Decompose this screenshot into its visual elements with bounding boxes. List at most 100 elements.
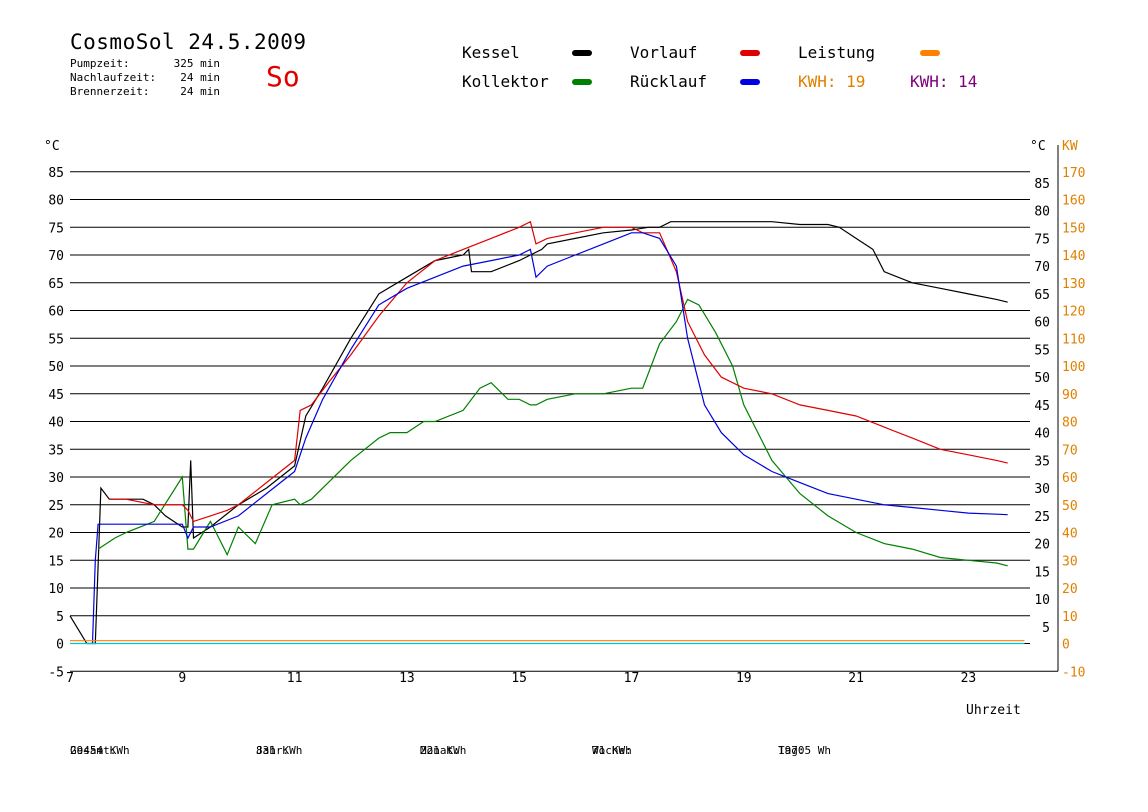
series-kessel-line bbox=[69, 221, 1008, 645]
legend-vorlauf-swatch bbox=[740, 50, 760, 56]
y-tick-label-right-temp: 45 bbox=[1034, 399, 1050, 414]
footer-label: Woche: bbox=[592, 744, 632, 757]
stat-label: Nachlaufzeit: bbox=[70, 71, 157, 84]
y-tick-label-left: 10 bbox=[48, 582, 64, 597]
x-tick-label: 7 bbox=[66, 671, 74, 686]
y-tick-label-right-power: 170 bbox=[1062, 166, 1085, 181]
legend-leistung: Leistung bbox=[798, 43, 876, 62]
stat-value: 24 min bbox=[180, 85, 220, 98]
kwh2-value: 14 bbox=[958, 72, 978, 91]
footer-value: 71 KWh bbox=[592, 744, 632, 757]
y-tick-label-right-power: 50 bbox=[1062, 499, 1078, 514]
x-tick-label: 21 bbox=[848, 671, 864, 686]
y-tick-label-right-power: 130 bbox=[1062, 277, 1085, 292]
y-tick-label-right-temp: 30 bbox=[1034, 482, 1050, 497]
y-tick-label-left: 55 bbox=[48, 332, 64, 347]
footer-label: Gesamt: bbox=[70, 744, 117, 757]
x-axis-label: Uhrzeit bbox=[966, 703, 1021, 718]
legend-kessel-swatch bbox=[572, 50, 592, 56]
y-tick-label-left: 70 bbox=[48, 249, 64, 264]
y-tick-label-right-power: 30 bbox=[1062, 554, 1078, 569]
legend-kollektor-swatch bbox=[572, 79, 592, 85]
y-tick-label-right-power: 110 bbox=[1062, 332, 1085, 347]
weekday-label: So bbox=[266, 60, 300, 93]
y-tick-label-right-power: 150 bbox=[1062, 221, 1085, 236]
stat-brennerzeit: Brennerzeit: 24 min bbox=[70, 85, 220, 99]
y-tick-label-right-power: 160 bbox=[1062, 194, 1085, 209]
y-tick-label-right-power: 80 bbox=[1062, 416, 1078, 431]
y-tick-label-left: 50 bbox=[48, 360, 64, 375]
legend-vorlauf: Vorlauf bbox=[630, 43, 698, 62]
kwh2-label: KWH: bbox=[910, 72, 949, 91]
y-tick-label-right-power: 90 bbox=[1062, 388, 1078, 403]
x-tick-label: 19 bbox=[736, 671, 752, 686]
y-tick-label-right-temp: 10 bbox=[1034, 593, 1050, 608]
stat-nachlaufzeit: Nachlaufzeit: 24 min bbox=[70, 71, 220, 85]
y-tick-label-left: 15 bbox=[48, 554, 64, 569]
y-tick-label-left: 5 bbox=[56, 610, 64, 625]
legend-kessel: Kessel bbox=[462, 43, 520, 62]
series-vorlauf-line bbox=[109, 220, 1008, 523]
kwh1-label: KWH: bbox=[798, 72, 837, 91]
y-tick-label-right-temp: 5 bbox=[1042, 621, 1050, 636]
legend-kwh2: KWH: 14 bbox=[910, 72, 977, 91]
y-tick-label-right-temp: 35 bbox=[1034, 454, 1050, 469]
y-tick-label-right-temp: 75 bbox=[1034, 232, 1050, 247]
legend-ruecklauf-swatch bbox=[740, 79, 760, 85]
y-tick-label-right-temp: 70 bbox=[1034, 260, 1050, 275]
y-tick-label-right-temp: 55 bbox=[1034, 343, 1050, 358]
series-ruecklauf-line bbox=[91, 232, 1008, 644]
series-kollektor-line bbox=[97, 298, 1008, 567]
kwh1-value: 19 bbox=[846, 72, 866, 91]
y-tick-label-left: 65 bbox=[48, 277, 64, 292]
y-tick-label-right-power: 60 bbox=[1062, 471, 1078, 486]
y-tick-label-right-temp: 60 bbox=[1034, 316, 1050, 331]
y-tick-label-left: 80 bbox=[48, 194, 64, 209]
y-axis-unit-right-temp: °C bbox=[1030, 139, 1046, 154]
x-tick-label: 17 bbox=[624, 671, 640, 686]
footer-value: 19705 Wh bbox=[778, 744, 831, 757]
y-tick-label-right-temp: 85 bbox=[1034, 177, 1050, 192]
legend-kwh1: KWH: 19 bbox=[798, 72, 865, 91]
y-tick-label-right-power: 70 bbox=[1062, 443, 1078, 458]
y-tick-label-right-power: 20 bbox=[1062, 582, 1078, 597]
stat-label: Pumpzeit: bbox=[70, 57, 130, 70]
y-axis-unit-left: °C bbox=[44, 139, 60, 154]
y-tick-label-left: -5 bbox=[48, 665, 64, 680]
y-tick-label-left: 0 bbox=[56, 638, 64, 653]
y-tick-label-left: 40 bbox=[48, 416, 64, 431]
footer-value: 221 KWh bbox=[420, 744, 467, 757]
header-stats: Pumpzeit: 325 min Nachlaufzeit: 24 min Bre… bbox=[70, 57, 220, 99]
stat-label: Brennerzeit: bbox=[70, 85, 150, 98]
y-tick-label-right-temp: 25 bbox=[1034, 510, 1050, 525]
y-tick-label-left: 60 bbox=[48, 305, 64, 320]
y-tick-label-left: 25 bbox=[48, 499, 64, 514]
footer-label: Tag: bbox=[778, 744, 805, 757]
y-tick-label-right-temp: 50 bbox=[1034, 371, 1050, 386]
footer-value: 29454 KWh bbox=[70, 744, 130, 757]
y-tick-label-right-power: -10 bbox=[1062, 665, 1085, 680]
legend-ruecklauf: Rücklauf bbox=[630, 72, 708, 91]
x-tick-label: 13 bbox=[399, 671, 415, 686]
legend-leistung-swatch bbox=[920, 50, 940, 56]
chart-title: CosmoSol 24.5.2009 bbox=[70, 30, 307, 54]
y-tick-label-right-temp: 20 bbox=[1034, 538, 1050, 553]
y-tick-label-right-power: 40 bbox=[1062, 527, 1078, 542]
footer-label: Jahr: bbox=[256, 744, 290, 757]
x-tick-label: 9 bbox=[178, 671, 186, 686]
x-tick-label: 23 bbox=[961, 671, 977, 686]
legend-kollektor: Kollektor bbox=[462, 72, 549, 91]
y-tick-label-right-power: 0 bbox=[1062, 638, 1070, 653]
y-tick-label-right-power: 140 bbox=[1062, 249, 1085, 264]
y-tick-label-right-temp: 65 bbox=[1034, 288, 1050, 303]
y-tick-label-right-temp: 40 bbox=[1034, 427, 1050, 442]
y-tick-label-left: 85 bbox=[48, 166, 64, 181]
y-tick-label-left: 45 bbox=[48, 388, 64, 403]
stat-value: 325 min bbox=[173, 57, 220, 70]
stat-value: 24 min bbox=[180, 71, 220, 84]
x-tick-label: 15 bbox=[511, 671, 527, 686]
y-tick-label-left: 30 bbox=[48, 471, 64, 486]
y-tick-label-right-power: 10 bbox=[1062, 610, 1078, 625]
y-axis-unit-right-power: KW bbox=[1062, 139, 1078, 154]
